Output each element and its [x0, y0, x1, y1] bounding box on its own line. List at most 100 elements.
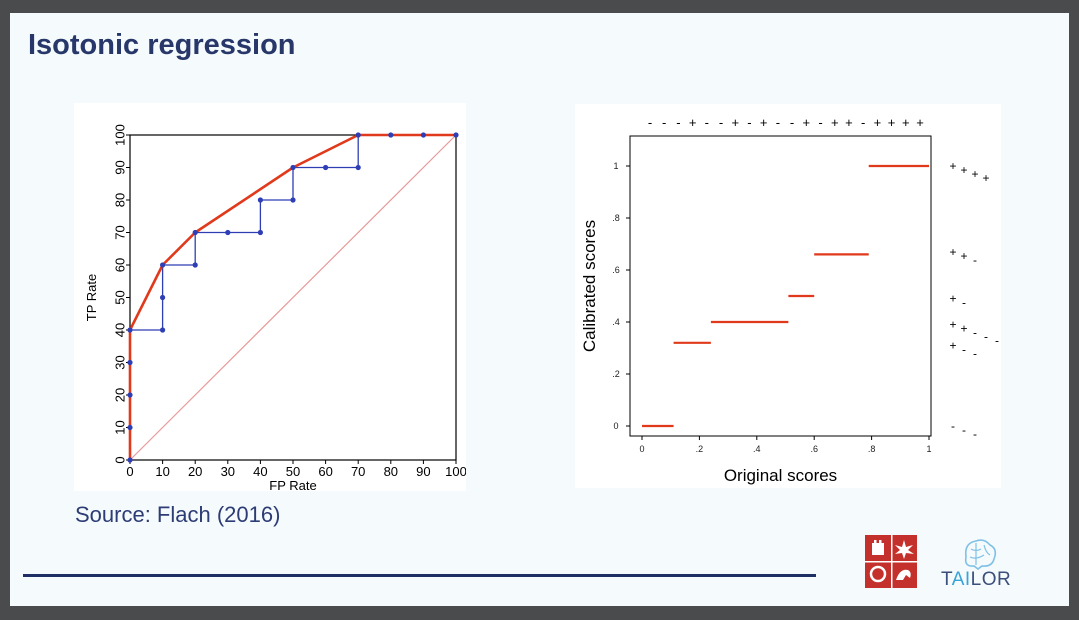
roc-data-point: [323, 164, 329, 171]
tailor-brain-logo: [964, 539, 997, 570]
cal-x-tick-label: .4: [753, 444, 761, 454]
cal-top-label-mark: +: [874, 115, 882, 130]
cal-x-tick-label: .2: [696, 444, 704, 454]
roc-data-point: [257, 197, 263, 203]
cal-top-label-mark: -: [747, 115, 751, 130]
roc-y-tick-label: 20: [112, 388, 127, 402]
cal-right-label-mark: +: [971, 167, 978, 181]
roc-x-tick-label: 30: [221, 464, 235, 479]
slide-title: Isotonic regression: [28, 29, 296, 61]
cal-y-tick-label: 0: [613, 421, 618, 431]
cal-top-label-mark: -: [818, 115, 822, 130]
roc-data-point: [355, 164, 361, 171]
cal-right-label-mark: +: [949, 245, 956, 259]
cal-right-label-mark: +: [960, 163, 967, 177]
slide: Isotonic regression 0 10 20 30 40 50 60 70 80 90 1…: [10, 13, 1069, 606]
tailor-text-ai: AI: [951, 569, 971, 590]
tailor-text-t: T: [941, 569, 952, 590]
cal-right-label-mark: +: [949, 159, 956, 173]
tailor-logo-text: TAILOR: [941, 569, 1011, 591]
roc-chart: 0 10 20 30 40 50 60 70 80 90 100 0 10 20 30 40 50 60 70 80 9…: [74, 103, 467, 493]
cal-top-label-mark: -: [705, 115, 709, 130]
cal-right-label-mark: -: [995, 334, 999, 348]
roc-data-point: [160, 327, 166, 333]
cal-x-tick-label: .6: [810, 444, 818, 454]
cal-top-label-mark: +: [916, 115, 924, 130]
roc-data-point: [127, 359, 133, 366]
roc-y-tick-label: 10: [112, 420, 127, 434]
cal-right-label-mark: +: [949, 292, 956, 306]
cal-right-label-mark: -: [962, 423, 966, 437]
roc-data-point: [225, 229, 231, 236]
cal-top-label-mark: +: [845, 115, 853, 130]
cal-y-tick-label: .6: [612, 265, 620, 275]
cal-x-axis-label: Original scores: [724, 466, 837, 485]
calibration-chart-svg: 0 .2 .4 .6 .8 1 0 .2 .4 .6 .8 1 Original scores Calib…: [580, 115, 999, 485]
cal-right-label-mark: +: [982, 171, 989, 185]
roc-y-tick-label: 30: [112, 355, 127, 369]
cal-right-label-mark: +: [960, 249, 967, 263]
cal-right-label-mark: -: [973, 253, 977, 267]
cal-top-label-mark: -: [790, 115, 794, 130]
cal-plot-frame: [629, 135, 932, 437]
cal-right-label-mark: +: [949, 318, 956, 332]
cal-right-label-mark: -: [962, 296, 966, 310]
roc-x-tick-label: 20: [188, 464, 202, 479]
roc-y-tick-label: 90: [112, 160, 127, 174]
roc-x-tick-label: 60: [318, 464, 332, 479]
roc-x-tick-label: 10: [155, 464, 169, 479]
roc-y-axis-label: TP Rate: [84, 274, 99, 321]
cal-top-label-mark: -: [861, 115, 865, 130]
roc-y-tick-label: 50: [112, 290, 127, 304]
roc-y-tick-label: 80: [112, 193, 127, 207]
roc-x-tick-label: 0: [126, 464, 133, 479]
roc-y-tick-label: 60: [112, 258, 127, 272]
cal-y-tick-label: 1: [613, 161, 618, 171]
roc-data-point: [127, 457, 133, 463]
roc-data-point: [257, 229, 263, 236]
roc-chart-svg: 0 10 20 30 40 50 60 70 80 90 100 0 10 20 30 40 50 60 70 80 9…: [84, 124, 467, 493]
cal-top-label-mark: +: [731, 115, 739, 130]
roc-x-tick-label: 70: [351, 464, 365, 479]
footer-rule: [23, 574, 816, 577]
source-citation: Source: Flach (2016): [75, 502, 281, 527]
roc-x-tick-label: 40: [253, 464, 267, 479]
roc-data-point: [453, 132, 459, 138]
roc-data-point: [160, 294, 166, 301]
cal-top-label-mark: +: [831, 115, 839, 130]
cal-right-label-mark: +: [960, 322, 967, 336]
roc-data-point: [160, 262, 166, 268]
roc-y-tick-label: 40: [112, 323, 127, 337]
cal-top-label-mark: -: [662, 115, 666, 130]
calibration-chart: 0 .2 .4 .6 .8 1 0 .2 .4 .6 .8 1 Original scores Calib…: [575, 104, 1001, 488]
roc-data-point: [290, 164, 296, 171]
cal-right-label-mark: +: [949, 338, 956, 352]
cal-top-label-mark: +: [803, 115, 811, 130]
cal-right-label-mark: -: [962, 342, 966, 356]
roc-y-tick-label: 0: [112, 456, 127, 463]
roc-data-point: [192, 229, 198, 236]
cal-top-label-mark: +: [689, 115, 697, 130]
roc-data-point: [388, 132, 394, 138]
roc-data-point: [355, 132, 361, 138]
roc-x-tick-label: 100: [445, 464, 466, 479]
cal-x-tick-label: 0: [639, 444, 644, 454]
cal-right-label-mark: -: [973, 326, 977, 340]
roc-y-tick-label: 100: [112, 124, 127, 146]
roc-data-point: [127, 392, 133, 398]
cal-y-tick-label: .8: [612, 213, 620, 223]
roc-x-axis-label: FP Rate: [269, 478, 316, 491]
roc-data-point: [192, 262, 198, 268]
roc-x-tick-label: 80: [384, 464, 398, 479]
cal-right-label-mark: -: [951, 419, 955, 433]
roc-data-point: [127, 424, 133, 431]
cal-top-label-mark: +: [888, 115, 896, 130]
cal-right-label-mark: -: [973, 346, 977, 360]
cal-x-tick-label: .8: [868, 444, 876, 454]
roc-x-tick-label: 90: [416, 464, 430, 479]
roc-data-point: [420, 132, 426, 138]
roc-diagonal-line: [129, 134, 457, 461]
roc-x-tick-label: 50: [286, 464, 300, 479]
cal-y-tick-label: .2: [612, 369, 620, 379]
cal-x-tick-label: 1: [926, 444, 931, 454]
